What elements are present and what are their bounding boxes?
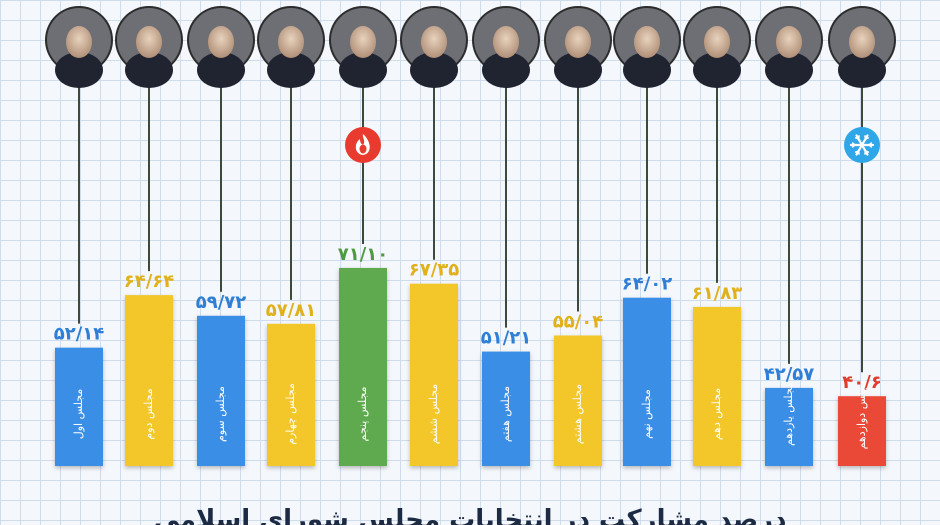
category-label: مجلس اول <box>72 389 85 440</box>
speaker-portrait <box>45 6 113 88</box>
value-label: ۵۹/۷۲ <box>196 292 247 313</box>
speaker-portrait <box>257 6 325 88</box>
value-label: ۴۲/۵۷ <box>764 364 815 385</box>
speaker-portrait <box>544 6 612 88</box>
value-label: ۵۵/۰۴ <box>553 311 604 332</box>
bar <box>125 295 173 466</box>
category-label: مجلس نهم <box>640 389 653 439</box>
category-label: مجلس سوم <box>214 386 227 442</box>
bar <box>623 297 671 466</box>
speaker-portrait <box>472 6 540 88</box>
bar <box>55 347 103 466</box>
speaker-portrait <box>329 6 397 88</box>
bar <box>482 351 530 466</box>
speaker-portrait <box>755 6 823 88</box>
chart-title: درصد مشارکت در انتخابات مجلس شورای اسلام… <box>153 505 787 525</box>
value-label: ۶۷/۳۵ <box>409 260 460 281</box>
value-label: ۴۰/۶ <box>842 372 882 393</box>
speaker-portrait <box>187 6 255 88</box>
fire-icon <box>345 127 381 163</box>
bar <box>693 306 741 466</box>
category-label: مجلس پنجم <box>356 386 369 441</box>
value-label: ۶۴/۰۲ <box>622 274 673 295</box>
bar <box>838 396 886 466</box>
value-label: ۵۲/۱۴ <box>54 324 105 345</box>
category-label: مجلس دوازدهم <box>855 379 868 450</box>
category-label: مجلس دهم <box>710 388 723 440</box>
value-label: ۶۱/۸۳ <box>692 283 743 304</box>
value-label: ۵۷/۸۱ <box>266 300 317 321</box>
speaker-portrait <box>683 6 751 88</box>
speaker-portrait <box>115 6 183 88</box>
value-label: ۵۱/۲۱ <box>481 328 532 349</box>
bar <box>267 323 315 466</box>
bar <box>339 267 387 466</box>
value-label: ۷۱/۱۰ <box>338 244 389 265</box>
category-label: مجلس یازدهم <box>782 382 795 446</box>
speaker-portrait <box>613 6 681 88</box>
bar <box>554 335 602 466</box>
category-label: مجلس ششم <box>427 384 440 445</box>
value-label: ۶۴/۶۴ <box>124 271 175 292</box>
category-label: مجلس هشتم <box>571 384 584 445</box>
category-label: مجلس هفتم <box>499 386 512 442</box>
speaker-portrait <box>828 6 896 88</box>
bar <box>765 387 813 466</box>
category-label: مجلس دوم <box>142 388 155 439</box>
bar <box>197 315 245 466</box>
bar <box>410 283 458 466</box>
category-label: مجلس چهارم <box>284 383 297 445</box>
snowflake-icon <box>844 127 880 163</box>
speaker-portrait <box>400 6 468 88</box>
